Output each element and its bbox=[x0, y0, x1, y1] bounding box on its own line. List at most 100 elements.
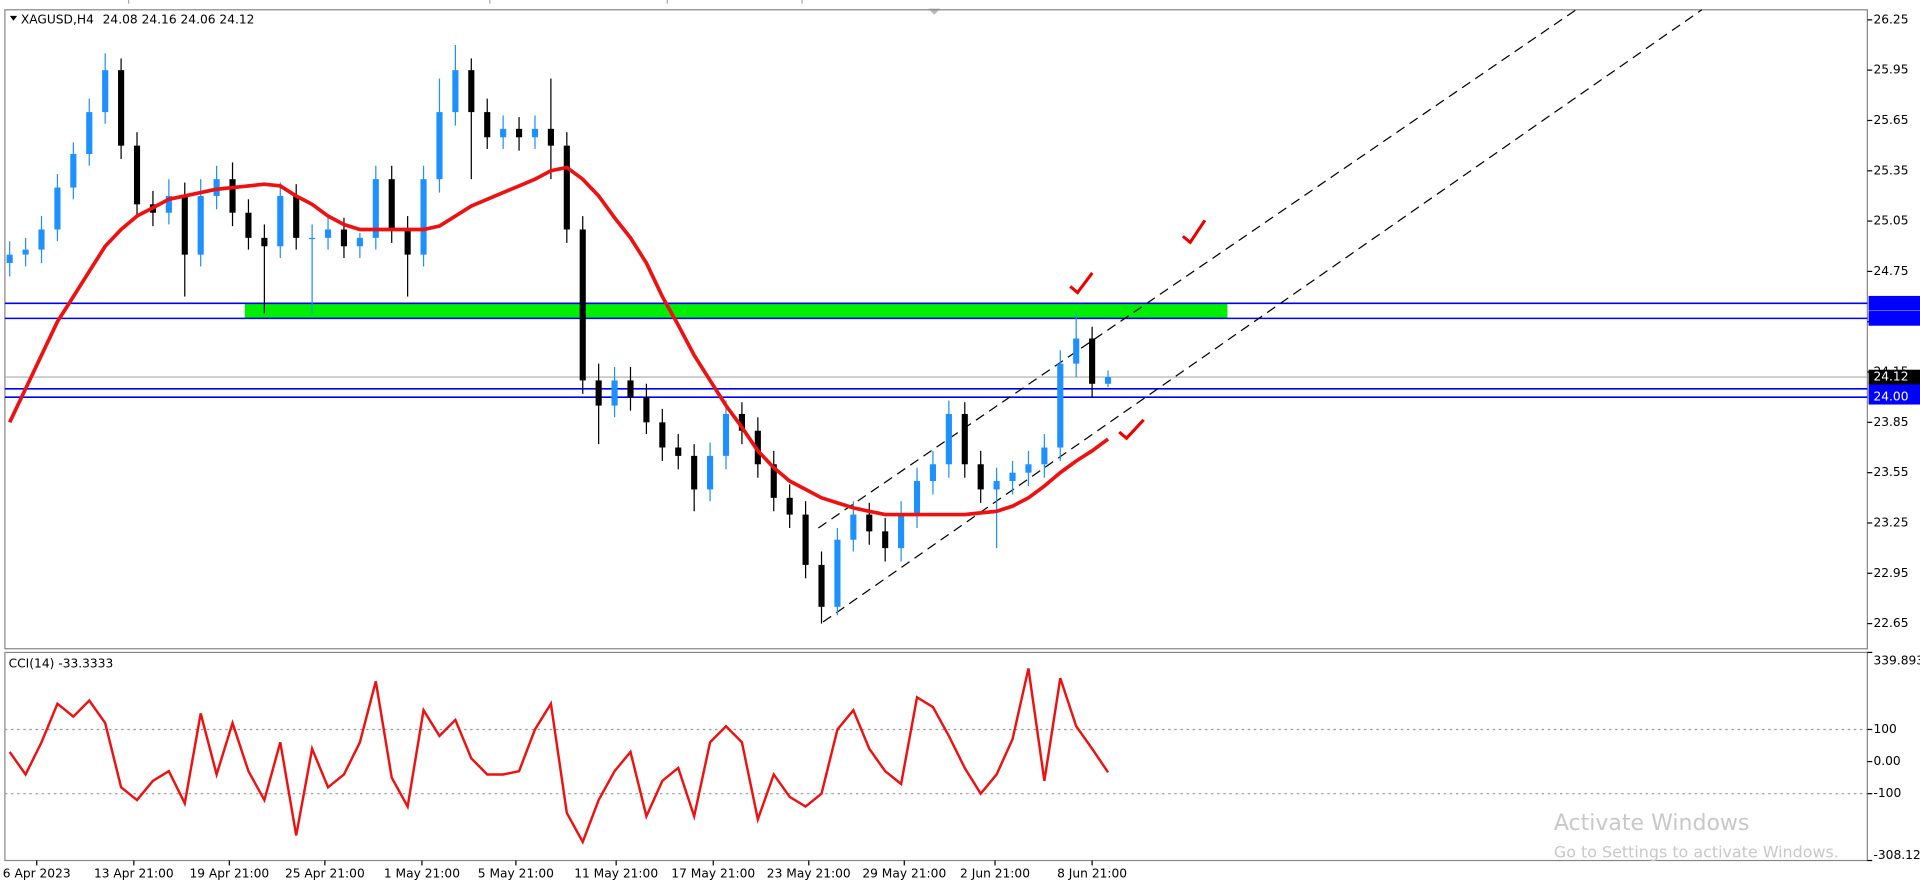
candle-body bbox=[356, 237, 363, 247]
candle-body bbox=[309, 237, 316, 240]
candle-body bbox=[643, 397, 650, 423]
x-tick-label: 29 May 21:00 bbox=[862, 866, 946, 880]
level-label-box bbox=[1868, 389, 1920, 405]
candle-body bbox=[484, 112, 491, 138]
y-tick-label: 25.95 bbox=[1873, 63, 1908, 77]
candle-body bbox=[770, 464, 777, 498]
candle-body bbox=[197, 195, 204, 255]
candle-body bbox=[595, 380, 602, 406]
main-panel bbox=[4, 9, 1868, 650]
candle-body bbox=[961, 413, 968, 465]
candle-body bbox=[929, 464, 936, 482]
candle-body bbox=[1025, 464, 1032, 473]
candle-body bbox=[165, 195, 172, 213]
y-tick-label: 100 bbox=[1873, 722, 1896, 736]
candle-body bbox=[850, 514, 857, 540]
candle-body bbox=[659, 422, 666, 448]
candle-body bbox=[898, 514, 905, 549]
candle-body bbox=[993, 481, 1000, 490]
y-tick-label: 23.85 bbox=[1873, 415, 1908, 429]
x-tick-label: 11 May 21:00 bbox=[574, 866, 658, 880]
candle-body bbox=[882, 531, 889, 549]
x-tick-label: 25 Apr 21:00 bbox=[285, 866, 365, 880]
candle-body bbox=[6, 254, 13, 264]
check-mark bbox=[1069, 272, 1094, 295]
candle-body bbox=[229, 179, 236, 213]
supply-zone bbox=[244, 303, 1228, 319]
watermark-subtitle[interactable]: Go to Settings to activate Windows. bbox=[1554, 843, 1839, 862]
y-tick-label: 24.75 bbox=[1873, 264, 1908, 278]
y-tick-label: 26.25 bbox=[1873, 12, 1908, 26]
candle-body bbox=[388, 179, 395, 230]
channel-line bbox=[822, 9, 1703, 623]
ohlc-open: 24.08 bbox=[103, 12, 138, 26]
ohlc-low: 24.06 bbox=[181, 12, 216, 26]
candle-body bbox=[913, 481, 921, 515]
x-tick-label: 13 Apr 21:00 bbox=[94, 866, 174, 880]
candle-body bbox=[340, 229, 348, 247]
candle-body bbox=[786, 497, 793, 515]
candle-body bbox=[547, 128, 554, 146]
y-tick-label: -100 bbox=[1873, 786, 1901, 800]
x-tick-label: 19 Apr 21:00 bbox=[189, 866, 269, 880]
level-label-box bbox=[1868, 311, 1920, 326]
candle-body bbox=[1057, 363, 1064, 448]
candle-body bbox=[516, 128, 523, 138]
candle-body bbox=[70, 154, 77, 188]
candle-body bbox=[627, 380, 634, 398]
candle-body bbox=[1009, 472, 1016, 482]
x-tick-label: 17 May 21:00 bbox=[671, 866, 755, 880]
ohlc-high: 24.16 bbox=[142, 12, 177, 26]
candle-body bbox=[802, 514, 809, 565]
candle-body bbox=[468, 70, 475, 113]
candle-body bbox=[1104, 377, 1112, 384]
candle-body bbox=[22, 249, 29, 255]
candle-body bbox=[181, 195, 188, 255]
candle-body bbox=[293, 195, 300, 238]
watermark-title: Activate Windows bbox=[1554, 811, 1750, 836]
candle-body bbox=[436, 112, 443, 180]
candle-body bbox=[1041, 447, 1048, 465]
x-tick-label: 8 Jun 21:00 bbox=[1057, 866, 1127, 880]
candle-body bbox=[675, 447, 682, 456]
candle-body bbox=[834, 539, 841, 607]
candle-body bbox=[722, 413, 730, 456]
candle-body bbox=[579, 229, 586, 381]
channel-line bbox=[817, 9, 1577, 529]
bid-label: 24.12 bbox=[1873, 370, 1908, 384]
x-tick-label: 1 May 21:00 bbox=[384, 866, 460, 880]
y-tick-label: 22.95 bbox=[1873, 566, 1908, 580]
candle-body bbox=[977, 464, 984, 490]
candle-body bbox=[86, 112, 93, 155]
candle-body bbox=[691, 455, 698, 490]
x-tick-label: 2 Jun 21:00 bbox=[960, 866, 1030, 880]
candle-body bbox=[133, 145, 141, 205]
y-tick-label: 22.65 bbox=[1873, 616, 1908, 630]
ohlc-close: 24.12 bbox=[219, 12, 254, 26]
candle-body bbox=[707, 455, 714, 490]
y-tick-label: 0.00 bbox=[1873, 754, 1900, 768]
candle-body bbox=[102, 70, 109, 113]
candle-body bbox=[531, 128, 539, 138]
y-tick-label: -308.12 bbox=[1873, 848, 1920, 862]
candle-body bbox=[818, 564, 825, 607]
indicator-value: -33.3333 bbox=[58, 656, 113, 670]
menu-arrow[interactable] bbox=[9, 15, 18, 21]
level-label: 24.00 bbox=[1873, 390, 1908, 404]
candle-body bbox=[866, 514, 873, 532]
candle-body bbox=[54, 187, 61, 230]
y-tick-label: 25.65 bbox=[1873, 113, 1908, 127]
check-mark bbox=[1118, 418, 1145, 441]
x-tick-label: 6 Apr 2023 bbox=[3, 866, 71, 880]
symbol: XAGUSD,H4 bbox=[21, 12, 94, 26]
candle-body bbox=[404, 229, 411, 255]
candle-body bbox=[452, 70, 459, 113]
candle-body bbox=[277, 195, 284, 247]
plot-layer: 22.6522.9523.2523.5523.8524.1524.4524.75… bbox=[3, 9, 1920, 880]
candle-body bbox=[118, 70, 125, 146]
level-label-box bbox=[1868, 295, 1920, 311]
cci-panel bbox=[4, 651, 1868, 862]
x-tick-label: 5 May 21:00 bbox=[478, 866, 554, 880]
bid-label-box bbox=[1868, 369, 1920, 385]
